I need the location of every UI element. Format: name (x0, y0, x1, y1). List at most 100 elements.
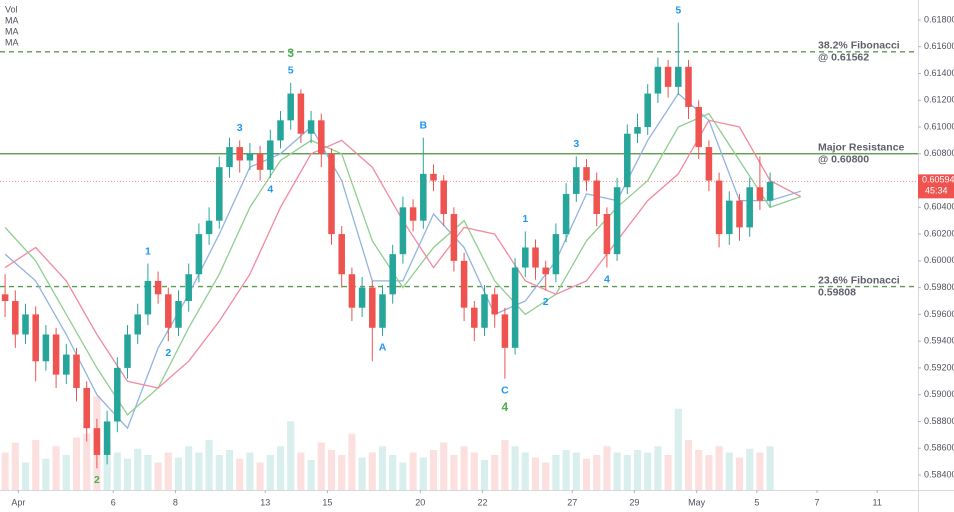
candle-body (450, 214, 458, 261)
wave-label: 2 (165, 347, 171, 359)
candle-body (369, 287, 376, 328)
volume-bar (746, 448, 754, 490)
y-tick-label: 0.61600 (924, 41, 954, 51)
volume-bar (470, 452, 478, 490)
wave-label: 3 (237, 122, 243, 134)
candle-body (103, 421, 111, 455)
wave-label: A (379, 342, 387, 354)
volume-bar (419, 457, 427, 490)
volume-bar (623, 455, 631, 490)
x-tick-label: 20 (415, 497, 425, 507)
y-tick-label: 0.60400 (924, 202, 954, 212)
volume-bar (695, 450, 703, 490)
volume-bar (562, 450, 570, 490)
wave-label: C (501, 384, 509, 396)
x-tick-label: 27 (567, 497, 577, 507)
candle-body (726, 200, 733, 235)
volume-bar (297, 452, 305, 490)
volume-bar (511, 446, 519, 490)
candle-body (318, 120, 325, 154)
current-price-label: 0.60594 (922, 175, 954, 185)
volume-bar (225, 450, 234, 490)
legend-entry: MA (5, 15, 19, 25)
candle-body (409, 207, 417, 221)
volume-bar (266, 455, 274, 490)
candle-body (83, 388, 90, 429)
candle-body (205, 220, 213, 235)
moving-average (4, 92, 801, 430)
volume-bar (705, 455, 713, 490)
volume-bar (542, 462, 550, 490)
volume-bar (154, 462, 162, 490)
candle-body (307, 120, 315, 134)
candle-body (593, 180, 600, 215)
candle-body (756, 187, 764, 201)
volume-bar (715, 446, 723, 490)
candle-body (175, 301, 182, 328)
candle-body (277, 120, 284, 141)
candle-body (675, 66, 682, 87)
candle-body (603, 214, 611, 255)
candle-body (420, 173, 427, 221)
volume-bar (654, 446, 662, 490)
candle-body (644, 93, 651, 128)
y-tick-label: 0.59600 (924, 309, 954, 319)
candle-body (338, 234, 345, 275)
x-tick-label: 15 (322, 497, 332, 507)
candle-body (32, 314, 39, 362)
y-tick-label: 0.59800 (924, 282, 954, 292)
volume-bar (531, 457, 540, 490)
volume-bar (21, 462, 30, 490)
x-tick-label: May (688, 497, 706, 507)
countdown-label: 45:34 (925, 186, 948, 196)
candle-body (12, 301, 19, 335)
current-price-box (918, 174, 954, 199)
volume-bar (440, 442, 448, 490)
y-tick-label: 0.61400 (924, 68, 954, 78)
candle-body (297, 93, 305, 134)
level-label: 23.6% Fibonacci (818, 274, 900, 286)
candle-body (144, 280, 152, 315)
volume-bar (725, 452, 733, 490)
volume-bar (103, 442, 111, 490)
candle-body (287, 93, 294, 121)
candle-body (114, 367, 121, 422)
volume-bar (633, 450, 642, 490)
volume-bar (501, 440, 509, 490)
x-tick-label: 8 (173, 497, 178, 507)
x-tick-label: 7 (815, 497, 820, 507)
candle-body (562, 193, 570, 235)
wave-label: 5 (288, 65, 294, 77)
level-label: 38.2% Fibonacci (818, 40, 900, 52)
y-tick-label: 0.58800 (924, 416, 954, 426)
candle-body (389, 254, 396, 295)
volume-bar (399, 462, 407, 490)
candle-body (440, 180, 447, 215)
volume-bar (674, 408, 682, 490)
candle-body (195, 234, 203, 275)
wave-label: 4 (502, 400, 509, 414)
volume-bar (317, 442, 325, 490)
volume-bar (348, 433, 356, 490)
candle-body (695, 106, 702, 148)
volume-bar (42, 458, 50, 490)
wave-label: 3 (287, 46, 294, 60)
volume-bar (246, 452, 254, 490)
volume-bar (11, 442, 19, 490)
candle-body (573, 167, 580, 194)
volume-bar (613, 452, 621, 490)
y-tick-label: 0.60200 (924, 228, 954, 238)
wave-label: 5 (675, 4, 681, 16)
volume-bar (52, 446, 60, 490)
y-tick-label: 0.61800 (924, 14, 954, 24)
volume-bar (603, 446, 611, 490)
candle-body (63, 354, 70, 375)
volume-bar (735, 457, 744, 490)
candle-body (52, 334, 60, 375)
volume-bar (62, 455, 70, 490)
volume-bar (287, 421, 295, 490)
candle-body (165, 294, 172, 328)
candle-body (134, 314, 141, 335)
